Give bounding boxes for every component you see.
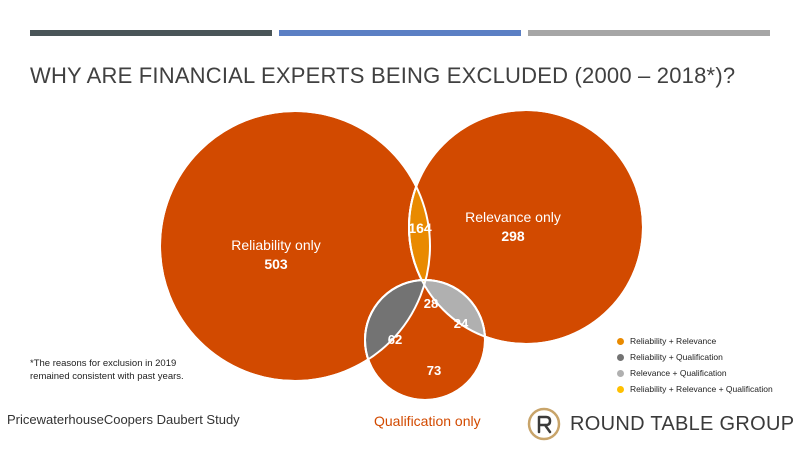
reliability-relevance-value: 164 <box>408 220 432 236</box>
legend-item: Reliability + Relevance <box>617 333 773 349</box>
reliability-only-value: 503 <box>264 256 288 272</box>
legend-label: Reliability + Relevance <box>630 336 717 346</box>
legend-dot-icon <box>617 385 624 393</box>
legend: Reliability + Relevance Reliability + Qu… <box>617 333 773 397</box>
qualification-outline <box>364 279 486 401</box>
legend-item: Reliability + Qualification <box>617 349 773 365</box>
header-bar-gray <box>528 30 770 36</box>
legend-label: Reliability + Qualification <box>630 352 723 362</box>
legend-dot-icon <box>617 369 624 377</box>
brand-logo: ROUND TABLE GROUP <box>526 406 794 442</box>
all-three-value: 28 <box>424 296 438 311</box>
brand-name: ROUND TABLE GROUP <box>570 412 795 435</box>
relevance-only-label: Relevance only <box>465 209 561 225</box>
qualification-only-label: Qualification only <box>374 413 481 429</box>
reliability-qualification-value: 62 <box>388 332 402 347</box>
legend-item: Relevance + Qualification <box>617 365 773 381</box>
header-bar-blue <box>279 30 521 36</box>
footnote-line-1: *The reasons for exclusion in 2019 <box>30 358 177 369</box>
relevance-only-value: 298 <box>501 228 525 244</box>
relevance-outline <box>408 109 644 345</box>
reliability-only-label: Reliability only <box>231 237 320 253</box>
qualification-only-value: 73 <box>427 363 441 378</box>
legend-dot-icon <box>617 337 624 345</box>
legend-dot-icon <box>617 353 624 361</box>
reliability-outline <box>159 110 431 382</box>
relevance-qualification-value: 24 <box>454 316 469 331</box>
legend-label: Reliability + Relevance + Qualification <box>630 384 773 394</box>
legend-label: Relevance + Qualification <box>630 368 727 378</box>
header-bar-dark <box>30 30 272 36</box>
source-caption: PricewaterhouseCoopers Daubert Study <box>7 412 240 427</box>
round-table-logo-icon <box>527 407 561 441</box>
legend-item: Reliability + Relevance + Qualification <box>617 381 773 397</box>
footnote: *The reasons for exclusion in 2019 remai… <box>30 357 184 383</box>
page-title: WHY ARE FINANCIAL EXPERTS BEING EXCLUDED… <box>30 63 736 88</box>
footnote-line-2: remained consistent with past years. <box>30 371 184 382</box>
